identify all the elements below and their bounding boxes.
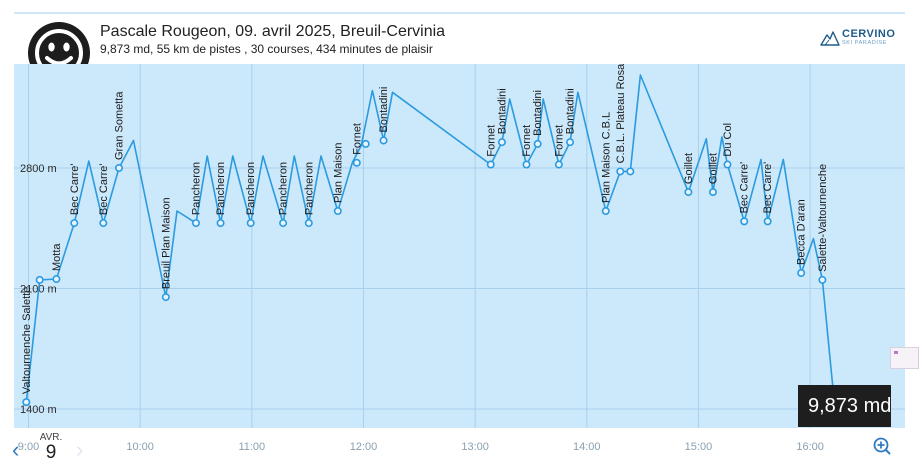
- lift-marker: [488, 161, 494, 167]
- lift-marker: [741, 218, 747, 224]
- date-display: AVR. 9: [36, 432, 66, 463]
- lift-label: Bec Carre': [69, 163, 81, 215]
- lift-label: Bontadini: [532, 90, 544, 136]
- top-strip: [0, 0, 919, 14]
- lift-label: Pancheron: [245, 162, 257, 215]
- lift-label: Fornet: [521, 125, 533, 157]
- lift-marker: [163, 294, 169, 300]
- lift-label: Bontadini: [496, 88, 508, 134]
- page-title: Pascale Rougeon, 09. avril 2025, Breuil-…: [100, 23, 445, 41]
- lift-marker: [617, 168, 623, 174]
- lift-marker: [724, 161, 730, 167]
- x-tick-label: 14:00: [573, 441, 601, 453]
- x-tick-label: 12:00: [350, 441, 378, 453]
- lift-label: Bontadini: [565, 88, 577, 134]
- lift-marker: [534, 141, 540, 147]
- x-tick-label: 11:00: [238, 441, 265, 453]
- y-tick-label: 2800 m: [20, 163, 57, 175]
- lift-label: Du Col: [722, 123, 734, 157]
- lift-marker: [23, 399, 29, 405]
- lift-marker: [363, 141, 369, 147]
- lift-marker: [380, 137, 386, 143]
- x-tick-label: 16:00: [796, 441, 824, 453]
- lift-label: Pancheron: [191, 162, 203, 215]
- lift-label: Pancheron: [278, 162, 290, 215]
- lift-marker: [335, 208, 341, 214]
- lift-label: Plan Maison C.B.L: [600, 112, 612, 203]
- lift-marker: [71, 220, 77, 226]
- lift-label: Salette-Valtournenche: [817, 164, 829, 272]
- lift-label: C.B.L. Plateau Rosa: [615, 64, 627, 163]
- brand-subtitle: SKI PARADISE: [842, 40, 887, 46]
- lift-marker: [100, 220, 106, 226]
- lift-marker: [764, 218, 770, 224]
- lift-label: Fornet: [351, 123, 363, 155]
- lift-marker: [627, 168, 633, 174]
- x-tick-label: 10:00: [126, 441, 154, 453]
- lift-label: Goillet: [683, 153, 695, 184]
- lift-label: Motta: [51, 243, 63, 271]
- lift-marker: [248, 220, 254, 226]
- lift-marker: [710, 189, 716, 195]
- lift-marker: [116, 165, 122, 171]
- lift-marker: [523, 161, 529, 167]
- mini-map-thumbnail[interactable]: [890, 347, 919, 369]
- lift-label: Bec Carre': [739, 162, 751, 214]
- brand-logo[interactable]: CERVINO SKI PARADISE: [820, 28, 908, 50]
- brand-name: CERVINO: [842, 28, 895, 40]
- chevron-right-icon: ›: [76, 437, 83, 463]
- chart-background: [14, 64, 905, 428]
- x-tick-label: 15:00: [685, 441, 713, 453]
- lift-marker: [193, 220, 199, 226]
- total-vertical-badge: 9,873 md: [798, 385, 891, 427]
- lift-marker: [36, 277, 42, 283]
- lift-label: Pancheron: [215, 162, 227, 215]
- x-tick-label: 9:00: [18, 441, 39, 453]
- lift-marker: [53, 276, 59, 282]
- lift-label: Gran Sometta: [114, 91, 126, 160]
- lift-label: Bec Carre': [98, 163, 110, 215]
- mountain-logo-icon: [820, 30, 840, 46]
- lift-marker: [306, 220, 312, 226]
- lift-marker: [819, 277, 825, 283]
- lift-marker: [280, 220, 286, 226]
- lift-marker: [603, 208, 609, 214]
- lift-marker: [685, 189, 691, 195]
- day-summary: 9,873 md, 55 km de pistes , 30 courses, …: [100, 42, 433, 56]
- lift-marker: [798, 270, 804, 276]
- lift-label: Bontadini: [378, 87, 390, 133]
- lift-marker: [217, 220, 223, 226]
- lift-label: Becca D'aran: [796, 199, 808, 265]
- mini-map-marker: [894, 351, 898, 354]
- zoom-in-icon[interactable]: [873, 437, 891, 455]
- lift-marker: [354, 160, 360, 166]
- lift-marker: [499, 139, 505, 145]
- lift-label: Valtournenche Salette: [21, 287, 33, 394]
- lift-label: Plan Maison: [332, 142, 344, 203]
- lift-marker: [567, 139, 573, 145]
- lift-label: Goillet: [708, 153, 720, 184]
- x-tick-label: 13:00: [461, 441, 489, 453]
- lift-marker: [556, 161, 562, 167]
- lift-label: Bec Carre': [762, 162, 774, 214]
- date-day: 9: [36, 443, 66, 463]
- lift-label: Breuil Plan Maison: [160, 197, 172, 289]
- lift-label: Pancheron: [303, 162, 315, 215]
